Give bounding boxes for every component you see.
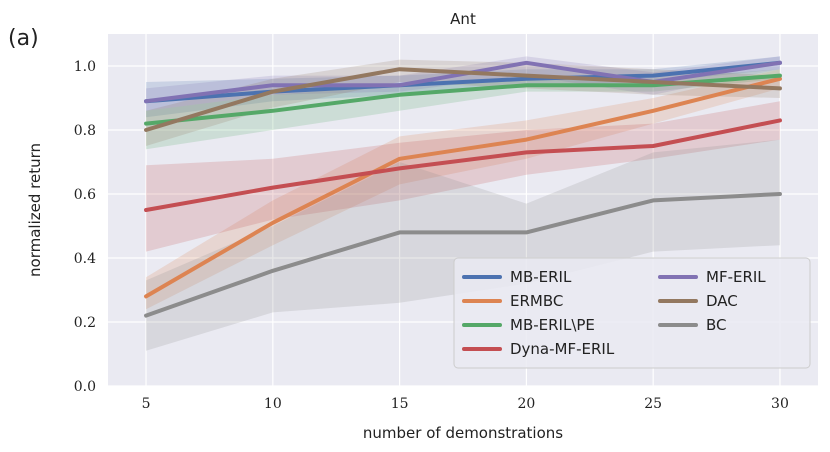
series-line <box>144 118 782 212</box>
y-tick-labels: 0.0 0.2 0.4 0.6 0.8 1.0 <box>74 59 96 395</box>
series-lines <box>144 60 782 318</box>
x-tick-label: 10 <box>264 396 282 412</box>
legend-label: MB-ERIL\PE <box>510 316 595 334</box>
series-line <box>144 192 782 318</box>
confidence-band <box>146 101 780 252</box>
x-tick-label: 5 <box>142 396 151 412</box>
legend-label: Dyna-MF-ERIL <box>510 340 615 358</box>
y-tick-label: 0.8 <box>74 123 96 139</box>
x-tick-label: 20 <box>517 396 535 412</box>
x-tick-label: 15 <box>391 396 409 412</box>
legend-label: DAC <box>706 292 738 310</box>
legend: MB-ERIL ERMBC MB-ERIL\PE Dyna-MF-ERIL MF-ERI… <box>453 257 811 369</box>
confidence-band <box>146 69 780 310</box>
confidence-band <box>146 56 780 118</box>
y-tick-label: 0.6 <box>74 187 96 203</box>
y-tick-label: 0.2 <box>74 315 96 331</box>
legend-label: MF-ERIL <box>706 268 766 286</box>
legend-label: ERMBC <box>510 292 563 310</box>
confidence-band <box>146 69 780 150</box>
confidence-band <box>146 139 780 351</box>
series-line <box>144 76 782 299</box>
x-tick-label: 25 <box>644 396 662 412</box>
confidence-band <box>146 56 780 111</box>
legend-frame <box>453 257 811 369</box>
legend-label: BC <box>706 316 727 334</box>
legend-label: MB-ERIL <box>510 268 572 286</box>
x-axis-label: number of demonstrations <box>363 424 563 442</box>
panel-label: (a) <box>8 26 39 51</box>
y-tick-label: 0.0 <box>74 379 96 395</box>
series-line <box>144 67 782 132</box>
chart-title: Ant <box>450 10 476 28</box>
y-axis-label: normalized return <box>26 143 44 277</box>
y-tick-label: 0.4 <box>74 251 96 267</box>
series-line <box>144 60 782 104</box>
x-tick-labels: 5 10 15 20 25 30 <box>142 396 789 412</box>
y-tick-label: 1.0 <box>74 59 96 75</box>
x-tick-label: 30 <box>771 396 789 412</box>
